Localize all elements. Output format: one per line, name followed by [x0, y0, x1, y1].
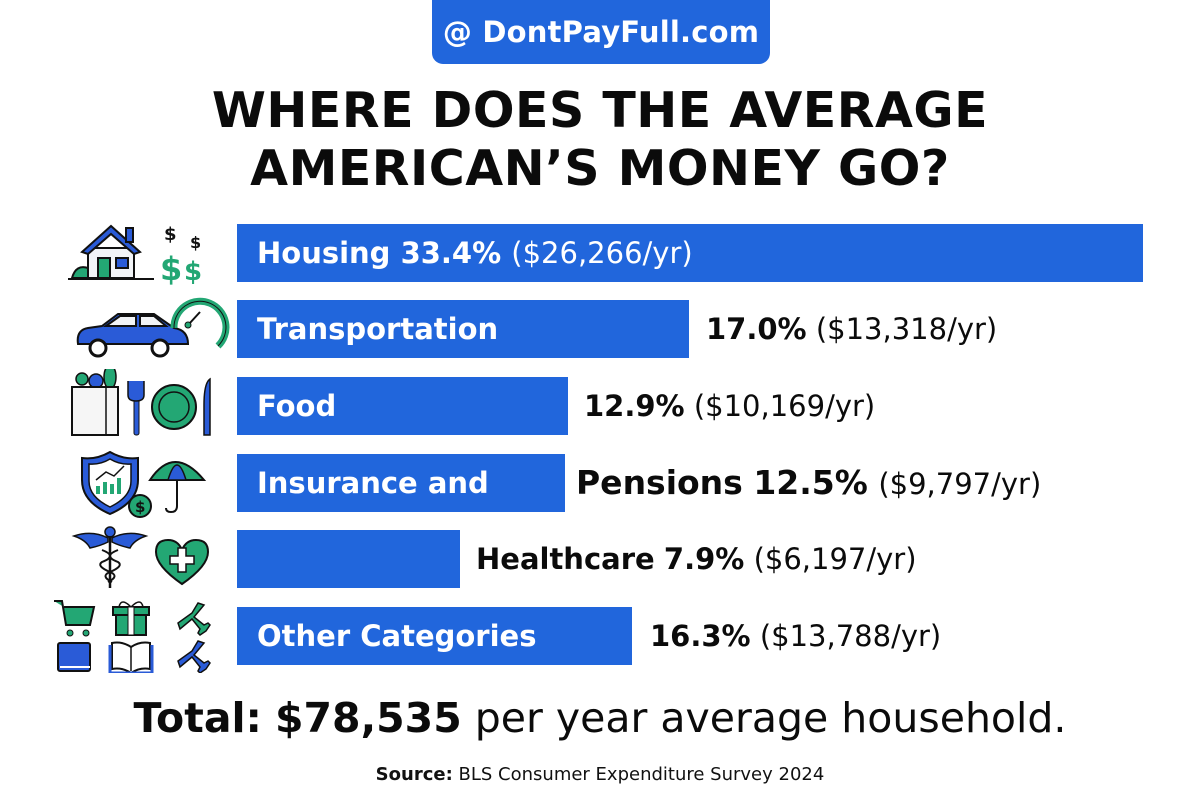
knife-icon: [203, 377, 211, 436]
bar-value-food: 12.9% ($10,169/yr): [584, 389, 876, 423]
svg-text:$: $: [160, 250, 182, 288]
dollar-signs-icon: $ $ $ $: [160, 224, 202, 288]
bar-value-insurance-pensions: Pensions 12.5% ($9,797/yr): [576, 463, 1042, 502]
caduceus-icon: [71, 526, 210, 588]
bar-row-insurance-pensions: $ Insurance and Pensions 12.5% ($9,797/y…: [0, 450, 1200, 518]
bar-food: [237, 377, 568, 435]
umbrella-icon: [148, 461, 207, 514]
bar-other: [237, 607, 632, 665]
airplane-icon: [177, 640, 211, 673]
bar-insurance-pensions: [237, 454, 565, 512]
svg-text:$: $: [190, 233, 201, 252]
coin-icon: $: [128, 494, 152, 518]
cart-icon: [54, 600, 211, 673]
bar-value-other: 16.3% ($13,788/yr): [650, 619, 942, 653]
svg-text:$: $: [184, 257, 202, 287]
chart-title-line1: WHERE DOES THE AVERAGE: [211, 82, 989, 139]
bar-label-food: Food: [257, 389, 337, 423]
grocery-bag-icon: [71, 369, 211, 436]
bar-label-housing: Housing 33.4% ($26,266/yr): [257, 236, 693, 270]
svg-text:$: $: [164, 224, 177, 245]
brand-badge: @ DontPayFull.com: [432, 0, 770, 64]
car-icon: [76, 297, 230, 358]
chart-title: WHERE DOES THE AVERAGE AMERICAN’S MONEY …: [0, 82, 1200, 198]
shield-chart-icon: $: [81, 450, 207, 518]
bar-value-healthcare: Healthcare 7.9% ($6,197/yr): [476, 542, 917, 576]
svg-text:$: $: [135, 498, 145, 516]
bar-housing: [237, 224, 1143, 282]
bar-row-food: Food 12.9% ($10,169/yr): [0, 369, 1200, 436]
airplane-icon: [177, 602, 211, 636]
bar-row-transportation: Transportation 17.0% ($13,318/yr): [0, 297, 1200, 358]
bar-row-other: Other Categories 16.3% ($13,788/yr): [0, 600, 1200, 673]
heart-cross-icon: [154, 538, 210, 586]
source-note: Source: BLS Consumer Expenditure Survey …: [375, 764, 825, 785]
bar-label-transportation: Transportation: [257, 312, 499, 346]
brand-badge-text: @ DontPayFull.com: [442, 15, 760, 49]
gift-icon: [112, 601, 150, 636]
bar-value-transportation: 17.0% ($13,318/yr): [706, 312, 998, 346]
house-icon: $ $ $ $: [68, 224, 202, 288]
total-summary: Total: $78,535 per year average househol…: [133, 694, 1067, 742]
bar-label-other: Other Categories: [257, 619, 537, 653]
bar-row-housing: $ $ $ $ Housing 33.4% ($26,266/yr): [0, 224, 1200, 288]
bar-transportation: [237, 300, 689, 358]
book-icon: [57, 642, 91, 672]
fork-icon: [127, 381, 145, 436]
speedometer-icon: [170, 297, 230, 349]
bar-row-healthcare: Healthcare 7.9% ($6,197/yr): [0, 526, 1200, 588]
plate-icon: [151, 384, 197, 430]
open-book-icon: [108, 641, 154, 673]
bar-healthcare: [237, 530, 460, 588]
chart-title-line2: AMERICAN’S MONEY GO?: [250, 140, 950, 197]
bar-label-insurance-pensions: Insurance and: [257, 466, 489, 500]
